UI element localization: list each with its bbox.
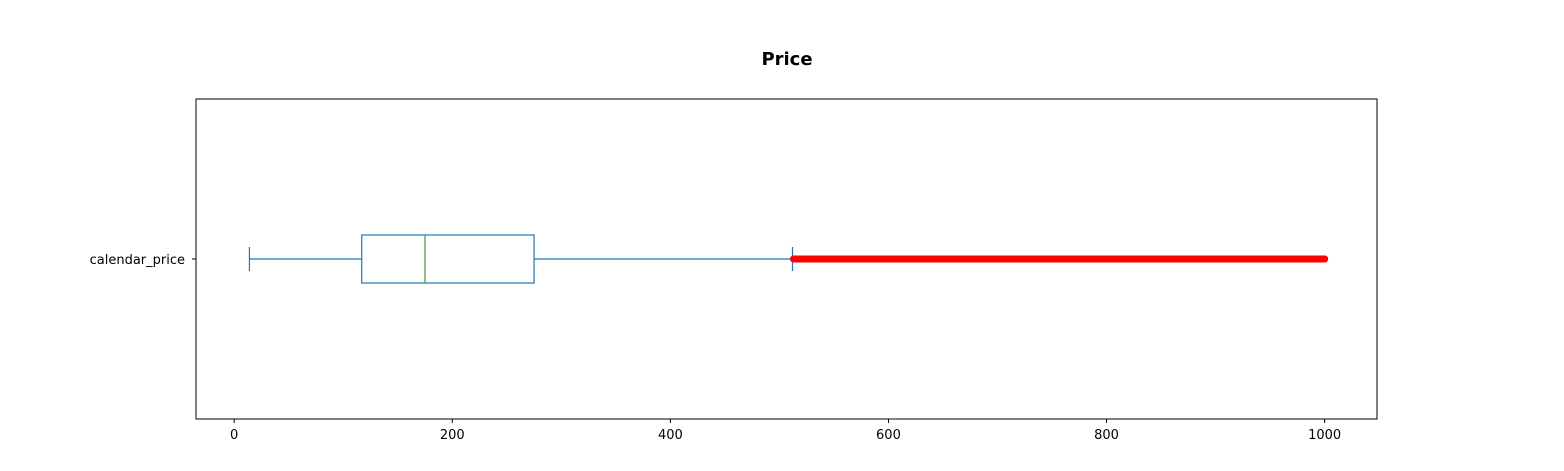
x-tick-label: 400: [658, 428, 683, 443]
x-tick-label: 0: [230, 428, 238, 443]
x-tick-label: 1000: [1308, 428, 1341, 443]
chart-title: Price: [761, 49, 813, 70]
x-tick-label: 200: [440, 428, 465, 443]
x-tick-label: 600: [876, 428, 901, 443]
outlier-point: [1321, 255, 1329, 263]
y-tick-label: calendar_price: [90, 253, 185, 268]
box-iqr: [361, 234, 535, 284]
x-tick-label: 800: [1094, 428, 1119, 443]
